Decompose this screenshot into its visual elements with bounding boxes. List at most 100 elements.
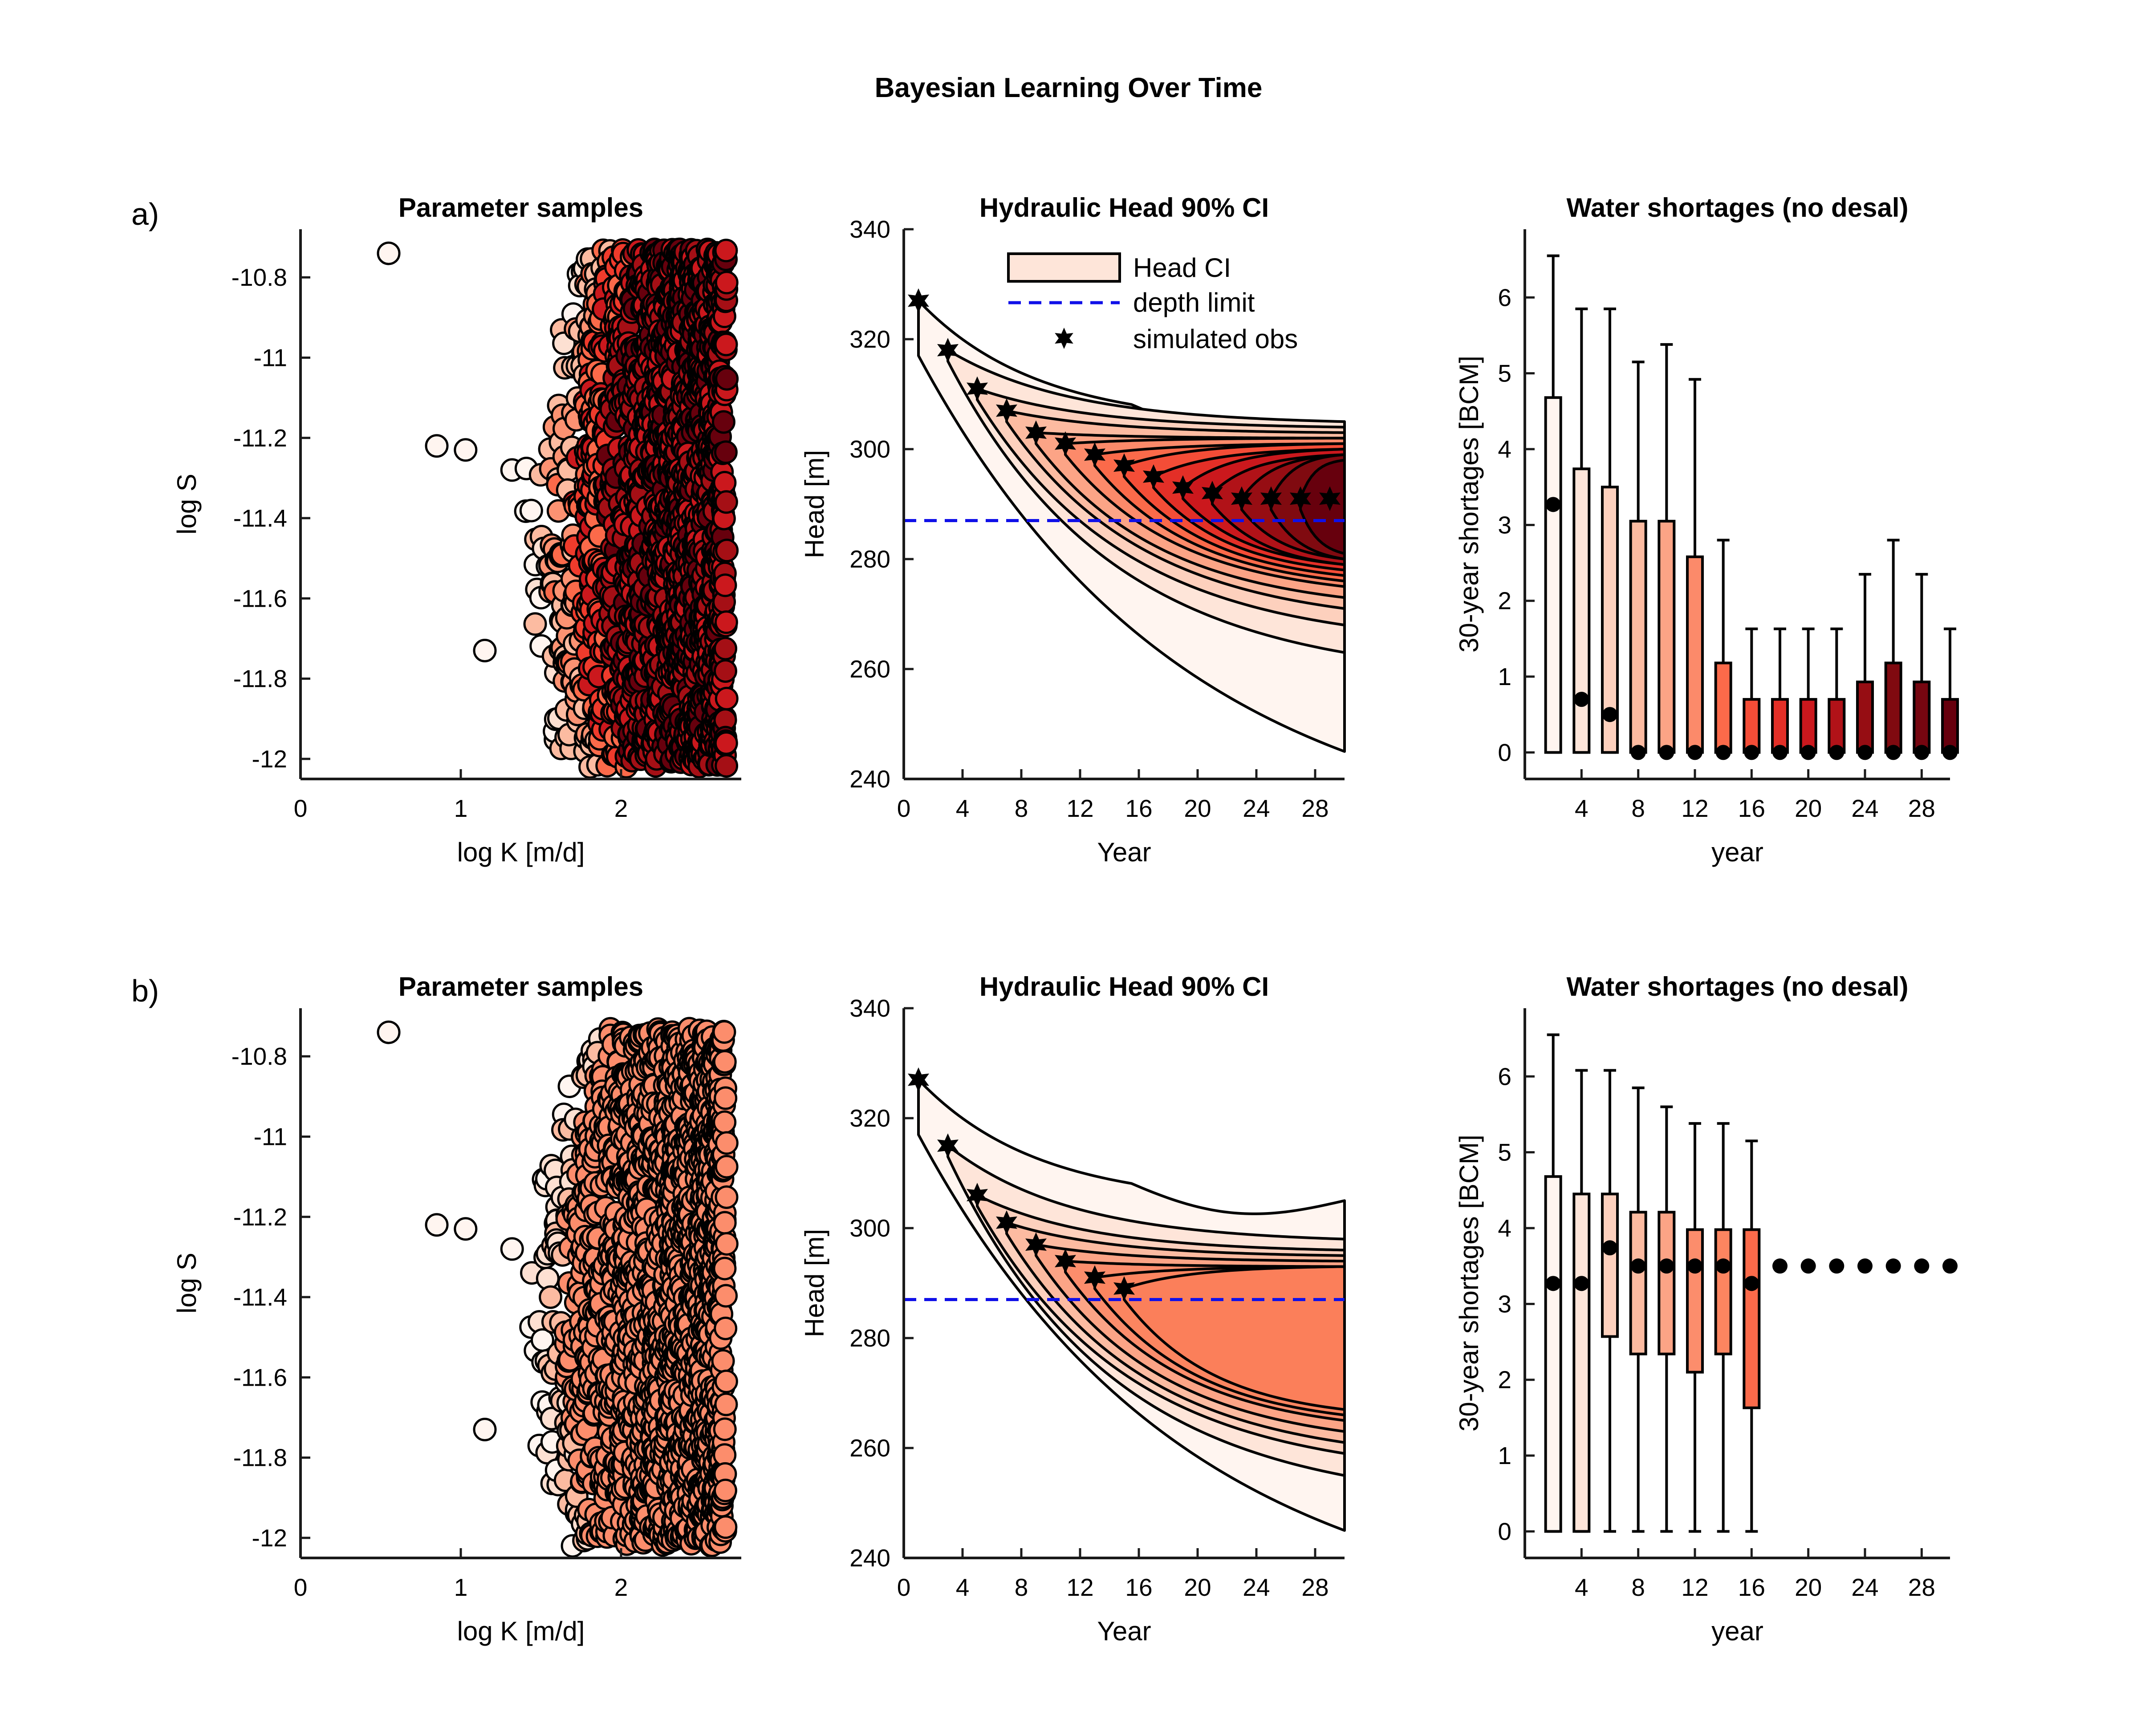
x-axis-label: year	[1711, 837, 1763, 867]
sample-point	[712, 1020, 736, 1044]
sample-point	[715, 1131, 739, 1155]
x-tick-label: 4	[1575, 795, 1589, 822]
box	[1686, 1228, 1704, 1374]
y-tick-label: 3	[1498, 511, 1511, 539]
y-tick-label: 2	[1498, 1366, 1511, 1394]
box	[1856, 680, 1874, 754]
median-marker	[1545, 497, 1561, 512]
y-tick-label: 1	[1498, 663, 1511, 690]
y-tick-label: 260	[849, 1434, 890, 1462]
sample-point	[715, 1185, 739, 1209]
y-tick-label: 240	[849, 765, 890, 793]
median-marker	[1772, 745, 1788, 760]
box	[1572, 467, 1591, 754]
sample-point	[714, 1316, 738, 1340]
sample-point	[714, 1284, 738, 1308]
box	[1828, 698, 1846, 754]
median-marker	[1857, 745, 1873, 760]
median-marker	[1659, 745, 1674, 760]
median-marker	[1829, 745, 1844, 760]
sample-point	[523, 612, 547, 636]
x-tick-label: 16	[1125, 795, 1152, 822]
median-marker	[1630, 745, 1646, 760]
y-tick-label: 2	[1498, 587, 1511, 615]
sample-point	[713, 1110, 737, 1134]
sample-point	[713, 1478, 737, 1502]
x-tick-label: 20	[1795, 1574, 1822, 1601]
median-marker	[1602, 707, 1617, 722]
sample-point	[711, 410, 735, 434]
sample-point	[714, 610, 738, 634]
x-tick-label: 20	[1795, 795, 1822, 822]
y-tick-label: 6	[1498, 1063, 1511, 1090]
sample-point	[713, 471, 737, 495]
y-tick-label: -11.2	[233, 424, 287, 452]
x-tick-label: 0	[897, 795, 911, 822]
y-tick-label: 4	[1498, 1214, 1511, 1242]
scatter-panel: 0 1 2 -10.8 -11 -11.2 -11.4 -11.6 -11.8 -12 Parame…	[172, 193, 741, 867]
median-marker	[1772, 1258, 1788, 1274]
box	[1714, 661, 1732, 754]
x-tick-label: 2	[614, 1574, 628, 1601]
box	[1629, 519, 1647, 754]
legend-swatch-ci	[1007, 252, 1121, 283]
box	[1658, 519, 1676, 754]
x-axis-label: Year	[1097, 837, 1151, 867]
figure-title: Bayesian Learning Over Time	[875, 73, 1263, 103]
x-tick-label: 0	[294, 1574, 308, 1601]
y-tick-label: 240	[849, 1544, 890, 1572]
y-tick-label: 5	[1498, 360, 1511, 387]
sample-point	[473, 1418, 497, 1442]
y-tick-label: -11.8	[233, 1444, 287, 1472]
y-tick-label: -11.8	[233, 665, 287, 693]
sample-point	[377, 1020, 401, 1044]
x-tick-label: 12	[1066, 795, 1093, 822]
panel-title: Hydraulic Head 90% CI	[979, 193, 1269, 223]
median-marker	[1630, 1258, 1646, 1274]
x-tick-label: 4	[1575, 1574, 1589, 1601]
sample-point	[715, 271, 739, 295]
x-tick-label: 24	[1243, 1574, 1270, 1601]
x-tick-label: 24	[1243, 795, 1270, 822]
y-axis-label: log S	[172, 474, 202, 535]
panel-label-b: b)	[131, 973, 159, 1008]
box	[1884, 661, 1902, 754]
box	[1601, 1192, 1619, 1338]
y-tick-label: 1	[1498, 1442, 1511, 1469]
y-tick-label: -12	[252, 745, 288, 773]
sample-point	[714, 440, 738, 464]
box	[1629, 1211, 1647, 1355]
sample-point	[425, 434, 449, 458]
panel-title: Water shortages (no desal)	[1567, 193, 1909, 223]
box	[1714, 1228, 1732, 1355]
sample-point	[713, 1050, 737, 1074]
y-tick-label: 280	[849, 1324, 890, 1352]
y-tick-label: 340	[849, 994, 890, 1022]
sample-point	[519, 499, 543, 523]
sample-point	[425, 1213, 449, 1237]
x-tick-label: 28	[1301, 795, 1329, 822]
x-tick-label: 8	[1015, 795, 1028, 822]
sample-point	[711, 1349, 735, 1373]
y-tick-label: -11.4	[233, 1283, 287, 1311]
y-tick-label: 4	[1498, 435, 1511, 463]
sample-point	[714, 1086, 738, 1110]
y-tick-label: -11.2	[233, 1203, 287, 1231]
y-tick-label: 340	[849, 215, 890, 243]
box	[1913, 680, 1931, 754]
panel-title: Parameter samples	[398, 193, 643, 223]
sample-point	[500, 1237, 524, 1261]
y-tick-label: 280	[849, 545, 890, 573]
median-marker	[1829, 1258, 1844, 1274]
legend-label-ci: Head CI	[1133, 253, 1231, 283]
median-marker	[1914, 745, 1930, 760]
median-marker	[1715, 745, 1731, 760]
x-tick-label: 12	[1681, 1574, 1708, 1601]
median-marker	[1545, 1276, 1561, 1291]
x-tick-label: 16	[1738, 1574, 1765, 1601]
y-tick-label: -11.4	[233, 504, 287, 532]
box	[1799, 698, 1817, 754]
y-axis-label: 30-year shortages [BCM]	[1454, 356, 1484, 653]
